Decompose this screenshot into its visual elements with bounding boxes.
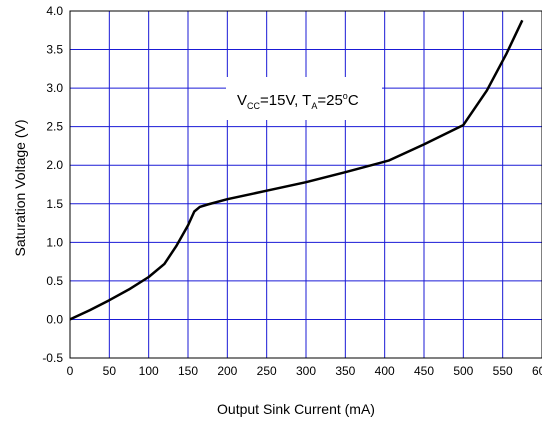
y-tick-label: 2.5 [46, 120, 63, 134]
plot-frame [69, 10, 542, 359]
y-tick-label: 3.0 [46, 81, 63, 95]
y-tick-label: 0.5 [46, 274, 63, 288]
x-tick-label: 600 [532, 364, 542, 378]
annotation-ta-value: =25 [317, 92, 342, 109]
y-tick-label: 1.0 [46, 235, 63, 249]
x-tick-label: 450 [414, 364, 434, 378]
y-tick-label: 4.0 [46, 4, 63, 18]
saturation-voltage-line [69, 19, 524, 321]
y-tick-label: 2.0 [46, 158, 63, 172]
annotation-vcc: V [237, 92, 247, 109]
annotation-background [226, 77, 382, 120]
series-layer [69, 19, 524, 321]
annotation-unit: C [348, 92, 359, 109]
annotation-vcc-value: =15V, T [260, 92, 311, 109]
x-tick-label: 0 [67, 364, 74, 378]
y-tick-label: 0.0 [46, 312, 63, 326]
x-axis-label: Output Sink Current (mA) [217, 401, 375, 417]
annotation-ta-subscript: A [311, 101, 317, 111]
y-tick-label: -0.5 [42, 351, 63, 365]
y-tick-label: 3.5 [46, 43, 63, 57]
x-tick-label: 500 [453, 364, 473, 378]
x-tick-label: 200 [217, 364, 237, 378]
y-tick-label: 1.5 [46, 197, 63, 211]
x-tick-label: 50 [103, 364, 117, 378]
x-tick-label: 250 [257, 364, 277, 378]
tick-labels: 0 50 100 150 200 250 300 350 400 450 500 550 600 -0.5… [42, 4, 542, 378]
annotation-text: VCC=15V, TA=25oC [237, 91, 359, 111]
x-tick-label: 150 [178, 364, 198, 378]
x-tick-label: 300 [296, 364, 316, 378]
y-axis-label: Saturation Voltage (V) [12, 120, 28, 257]
x-tick-label: 400 [375, 364, 395, 378]
annotation-vcc-subscript: CC [247, 101, 260, 111]
grid-layer [69, 10, 542, 359]
annotation-degree: o [343, 91, 348, 101]
x-tick-label: 100 [139, 364, 159, 378]
condition-annotation: VCC=15V, TA=25oC [226, 77, 382, 120]
x-tick-label: 550 [493, 364, 513, 378]
x-tick-label: 350 [335, 364, 355, 378]
